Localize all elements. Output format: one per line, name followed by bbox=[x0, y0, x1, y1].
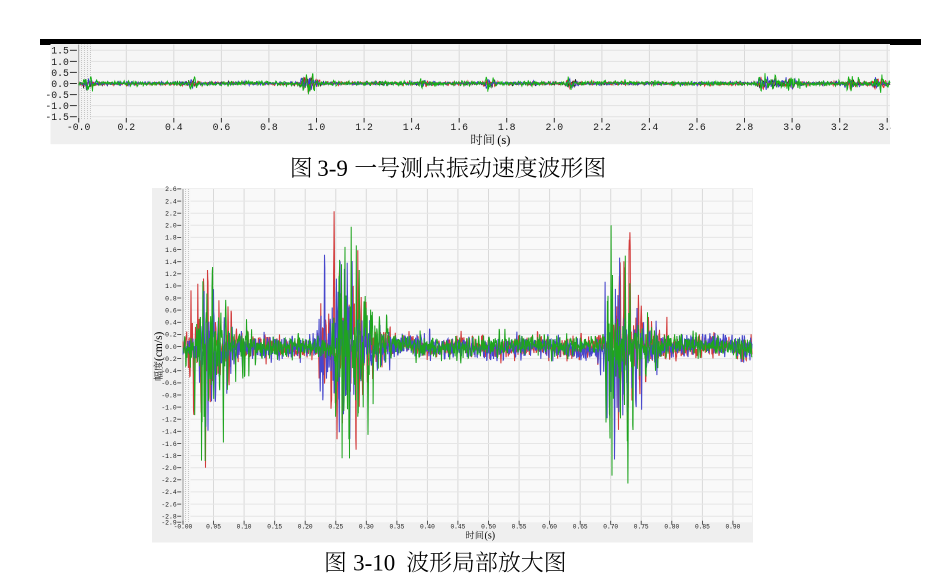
svg-text:-1.0: -1.0 bbox=[45, 101, 69, 112]
svg-text:-1.8: -1.8 bbox=[161, 453, 177, 460]
svg-text:2.4: 2.4 bbox=[165, 198, 177, 205]
svg-text:0.15: 0.15 bbox=[267, 523, 282, 530]
svg-text:-2.4: -2.4 bbox=[161, 489, 177, 496]
svg-text:-0.6: -0.6 bbox=[161, 380, 177, 387]
svg-text:2.0: 2.0 bbox=[165, 223, 177, 230]
svg-text:-1.0: -1.0 bbox=[161, 404, 177, 411]
svg-text:0.0: 0.0 bbox=[165, 344, 177, 351]
svg-text:0.80: 0.80 bbox=[664, 523, 679, 530]
svg-text:0.35: 0.35 bbox=[389, 523, 404, 530]
svg-text:-2.2: -2.2 bbox=[161, 477, 177, 484]
svg-text:1.6: 1.6 bbox=[450, 122, 468, 133]
svg-text:3.4: 3.4 bbox=[878, 122, 891, 133]
svg-text:0.4: 0.4 bbox=[165, 320, 177, 327]
svg-text:0.5: 0.5 bbox=[51, 68, 69, 79]
svg-text:0.4: 0.4 bbox=[165, 122, 183, 133]
svg-text:0.05: 0.05 bbox=[206, 523, 221, 530]
svg-text:-0.4: -0.4 bbox=[161, 368, 177, 375]
svg-text:2.6: 2.6 bbox=[165, 186, 177, 193]
svg-text:1.0: 1.0 bbox=[308, 122, 326, 133]
svg-text:(s): (s) bbox=[485, 531, 496, 542]
svg-text:3-9: 3-9 bbox=[317, 156, 348, 181]
svg-text:-1.4: -1.4 bbox=[161, 429, 177, 436]
svg-text:-2.6: -2.6 bbox=[161, 501, 177, 508]
svg-text:2.0: 2.0 bbox=[545, 122, 563, 133]
svg-text:-2.8: -2.8 bbox=[161, 514, 177, 521]
svg-text:0.8: 0.8 bbox=[165, 295, 177, 302]
svg-text:1.5: 1.5 bbox=[51, 46, 69, 57]
svg-text:0.6: 0.6 bbox=[165, 307, 177, 314]
svg-text:1.2: 1.2 bbox=[355, 122, 373, 133]
svg-text:0.65: 0.65 bbox=[573, 523, 588, 530]
svg-text:1.8: 1.8 bbox=[165, 235, 177, 242]
svg-text:0.10: 0.10 bbox=[237, 523, 252, 530]
svg-text:-2.0: -2.0 bbox=[161, 465, 177, 472]
svg-text:0.2: 0.2 bbox=[165, 332, 177, 339]
svg-text:2.2: 2.2 bbox=[165, 211, 177, 218]
svg-text:-2.9: -2.9 bbox=[161, 520, 177, 527]
svg-text:(s): (s) bbox=[497, 133, 510, 147]
svg-text:1.4: 1.4 bbox=[165, 259, 177, 266]
svg-text:3.0: 3.0 bbox=[783, 122, 801, 133]
svg-text:3.2: 3.2 bbox=[831, 122, 849, 133]
svg-text:1.6: 1.6 bbox=[165, 247, 177, 254]
svg-text:-0.2: -0.2 bbox=[161, 356, 177, 363]
svg-text:-1.5: -1.5 bbox=[45, 112, 69, 123]
svg-text:-0.5: -0.5 bbox=[45, 90, 69, 101]
svg-text:0.30: 0.30 bbox=[359, 523, 374, 530]
svg-text:-0.0: -0.0 bbox=[67, 122, 91, 133]
svg-text:0.40: 0.40 bbox=[420, 523, 435, 530]
svg-text:1.2: 1.2 bbox=[165, 271, 177, 278]
svg-text:0.25: 0.25 bbox=[328, 523, 343, 530]
svg-text:2.2: 2.2 bbox=[593, 122, 611, 133]
svg-text:(cm/s): (cm/s) bbox=[153, 331, 165, 361]
svg-text:0.60: 0.60 bbox=[542, 523, 557, 530]
svg-text:-1.6: -1.6 bbox=[161, 441, 177, 448]
svg-text:0.6: 0.6 bbox=[213, 122, 231, 133]
svg-text:1.0: 1.0 bbox=[51, 57, 69, 68]
svg-text:2.6: 2.6 bbox=[688, 122, 706, 133]
svg-text:0.8: 0.8 bbox=[260, 122, 278, 133]
svg-text:1.8: 1.8 bbox=[498, 122, 516, 133]
svg-text:1.0: 1.0 bbox=[165, 283, 177, 290]
svg-text:0.20: 0.20 bbox=[298, 523, 313, 530]
svg-text:0.70: 0.70 bbox=[603, 523, 618, 530]
svg-text:0.50: 0.50 bbox=[481, 523, 496, 530]
svg-text:0.90: 0.90 bbox=[725, 523, 740, 530]
svg-text:0.55: 0.55 bbox=[512, 523, 527, 530]
svg-text:0.0: 0.0 bbox=[51, 79, 69, 90]
svg-text:0.85: 0.85 bbox=[695, 523, 710, 530]
svg-text:2.8: 2.8 bbox=[736, 122, 754, 133]
svg-text:1.4: 1.4 bbox=[403, 122, 421, 133]
svg-text:0.45: 0.45 bbox=[450, 523, 465, 530]
svg-text:-1.2: -1.2 bbox=[161, 417, 177, 424]
svg-text:3-10: 3-10 bbox=[353, 551, 395, 576]
svg-text:0.2: 0.2 bbox=[117, 122, 135, 133]
svg-text:0.75: 0.75 bbox=[634, 523, 649, 530]
svg-text:2.4: 2.4 bbox=[641, 122, 659, 133]
svg-text:-0.00: -0.00 bbox=[174, 523, 193, 530]
svg-text:-0.8: -0.8 bbox=[161, 392, 177, 399]
